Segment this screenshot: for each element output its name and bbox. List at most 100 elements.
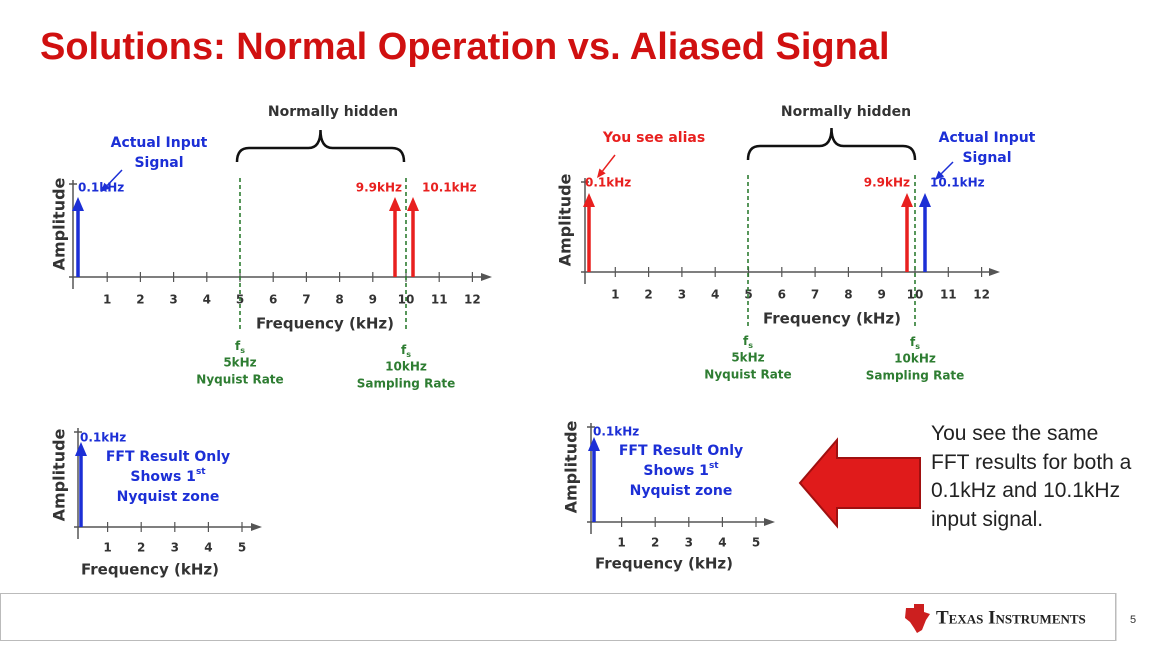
callout-arrow <box>940 161 954 175</box>
peak-label: 9.9kHz <box>864 176 910 190</box>
x-tick-label: 2 <box>644 288 652 302</box>
fft-note: Nyquist zone <box>117 489 220 505</box>
signal-arrow-head <box>389 197 401 211</box>
callout-arrow <box>106 169 123 187</box>
x-tick-label: 1 <box>103 541 111 555</box>
rate-symbol: fs <box>235 339 245 355</box>
rate-label: 5kHz <box>731 351 764 365</box>
rate-label: Nyquist Rate <box>704 368 791 382</box>
ti-logo <box>905 604 930 633</box>
signal-arrow-head <box>588 437 600 451</box>
x-tick-label: 3 <box>678 288 686 302</box>
rate-symbol-sub: s <box>748 341 753 350</box>
fft-note: FFT Result Only <box>106 449 230 465</box>
x-axis-label: Frequency (kHz) <box>595 555 733 573</box>
x-tick-label: 2 <box>137 541 145 555</box>
fft-note: FFT Result Only <box>619 443 743 459</box>
y-axis-label: Amplitude <box>556 173 575 266</box>
signal-arrow-head <box>72 197 84 211</box>
x-tick-label: 2 <box>136 293 144 307</box>
x-axis-arrowhead <box>481 273 492 281</box>
y-axis-label: Amplitude <box>50 177 69 270</box>
callout-arrow <box>601 154 616 172</box>
callout-text: Signal <box>962 150 1011 166</box>
fft-note-line: FFT Result Only <box>106 449 230 465</box>
rate-symbol-sub: s <box>240 346 245 355</box>
side-note: You see the same FFT results for both a … <box>931 422 1132 531</box>
x-axis-arrowhead <box>764 518 775 526</box>
rate-label: Nyquist Rate <box>196 373 283 387</box>
fft-note-line: Nyquist zone <box>117 489 220 505</box>
callout-text: Signal <box>134 155 183 171</box>
hidden-label: Normally hidden <box>781 104 911 120</box>
signal-arrow-head <box>583 193 595 207</box>
brace <box>746 127 917 161</box>
x-tick-label: 9 <box>369 293 377 307</box>
signal-arrow-head <box>901 193 913 207</box>
peak-label: 10.1kHz <box>422 181 477 195</box>
fft-note: Shows 1st <box>643 461 719 480</box>
callout-arrow-head <box>597 168 606 178</box>
x-tick-label: 7 <box>302 293 310 307</box>
signal-arrow-head <box>75 442 87 456</box>
rate-symbol: fs <box>401 343 411 359</box>
x-tick-label: 9 <box>878 288 886 302</box>
hidden-label: Normally hidden <box>268 104 398 120</box>
rate-label: Sampling Rate <box>866 369 965 383</box>
x-tick-label: 12 <box>464 293 481 307</box>
rate-symbol-f: f <box>401 343 407 357</box>
x-tick-label: 4 <box>711 288 719 302</box>
peak-label: 0.1kHz <box>585 176 631 190</box>
rate-symbol-f: f <box>910 335 916 349</box>
x-tick-label: 3 <box>169 293 177 307</box>
callout-text: You see alias <box>602 130 705 146</box>
x-tick-label: 8 <box>844 288 852 302</box>
x-tick-label: 8 <box>335 293 343 307</box>
page-number: 5 <box>1130 614 1136 626</box>
rate-symbol: fs <box>910 335 920 351</box>
rate-label: Sampling Rate <box>357 377 456 391</box>
x-tick-label: 6 <box>269 293 277 307</box>
x-axis-arrowhead <box>989 268 1000 276</box>
x-axis-label: Frequency (kHz) <box>256 315 394 333</box>
rate-label: 5kHz <box>223 356 256 370</box>
brace <box>235 129 406 163</box>
rate-symbol: fs <box>743 334 753 350</box>
fft-note-line: Shows 1 <box>643 463 709 479</box>
callout-text: Actual Input <box>939 130 1036 146</box>
callout-text: Actual Input <box>111 135 208 151</box>
x-tick-label: 1 <box>617 536 625 550</box>
peak-label: 10.1kHz <box>930 176 985 190</box>
x-tick-label: 1 <box>611 288 619 302</box>
signal-arrow-head <box>919 193 931 207</box>
x-axis-arrowhead <box>251 523 262 531</box>
x-tick-label: 5 <box>238 541 246 555</box>
fft-note-line: FFT Result Only <box>619 443 743 459</box>
x-tick-label: 3 <box>171 541 179 555</box>
x-axis-label: Frequency (kHz) <box>81 561 219 579</box>
x-tick-label: 11 <box>940 288 957 302</box>
peak-label: 0.1kHz <box>80 431 126 445</box>
x-tick-label: 7 <box>811 288 819 302</box>
peak-label: 0.1kHz <box>593 425 639 439</box>
slide-title: Solutions: Normal Operation vs. Aliased … <box>40 26 890 68</box>
x-tick-label: 11 <box>431 293 448 307</box>
signal-arrow-head <box>407 197 419 211</box>
rate-label: 10kHz <box>385 360 427 374</box>
fft-note-sup: st <box>709 461 719 471</box>
x-tick-label: 12 <box>973 288 990 302</box>
peak-label: 9.9kHz <box>356 181 402 195</box>
brand: Texas Instruments <box>936 607 1086 628</box>
rate-symbol-sub: s <box>915 342 920 351</box>
y-axis-label: Amplitude <box>50 428 69 521</box>
compare-arrow <box>798 437 921 529</box>
x-tick-label: 1 <box>103 293 111 307</box>
rate-symbol-sub: s <box>406 350 411 359</box>
rate-symbol-f: f <box>235 339 241 353</box>
x-tick-label: 6 <box>778 288 786 302</box>
x-tick-label: 4 <box>718 536 726 550</box>
rate-symbol-f: f <box>743 334 749 348</box>
fft-note-line: Shows 1 <box>130 469 196 485</box>
callout-arrow-head <box>935 170 945 180</box>
